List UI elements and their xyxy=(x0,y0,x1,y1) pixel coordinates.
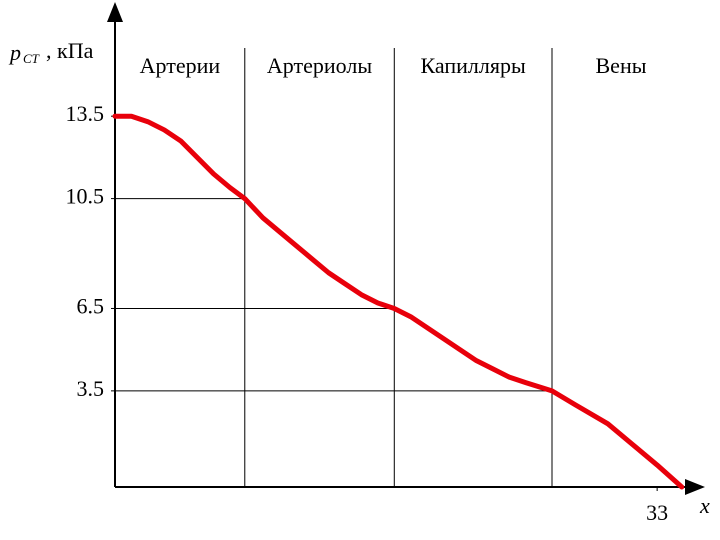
x-tick-label: 33 xyxy=(646,500,668,525)
y-tick-label: 13.5 xyxy=(66,101,105,126)
y-tick-label: 3.5 xyxy=(77,376,105,401)
y-label-unit: , кПа xyxy=(46,38,94,63)
region-label: Артериолы xyxy=(267,53,372,78)
y-label-sub: СТ xyxy=(23,51,40,66)
y-tick-label: 6.5 xyxy=(77,294,105,319)
y-tick-label: 10.5 xyxy=(66,184,105,209)
x-label: x xyxy=(699,493,710,518)
region-label: Артерии xyxy=(140,53,221,78)
y-label: p xyxy=(8,40,21,65)
region-label: Капилляры xyxy=(421,53,526,78)
region-label: Вены xyxy=(596,53,647,78)
pressure-curve xyxy=(112,113,685,490)
